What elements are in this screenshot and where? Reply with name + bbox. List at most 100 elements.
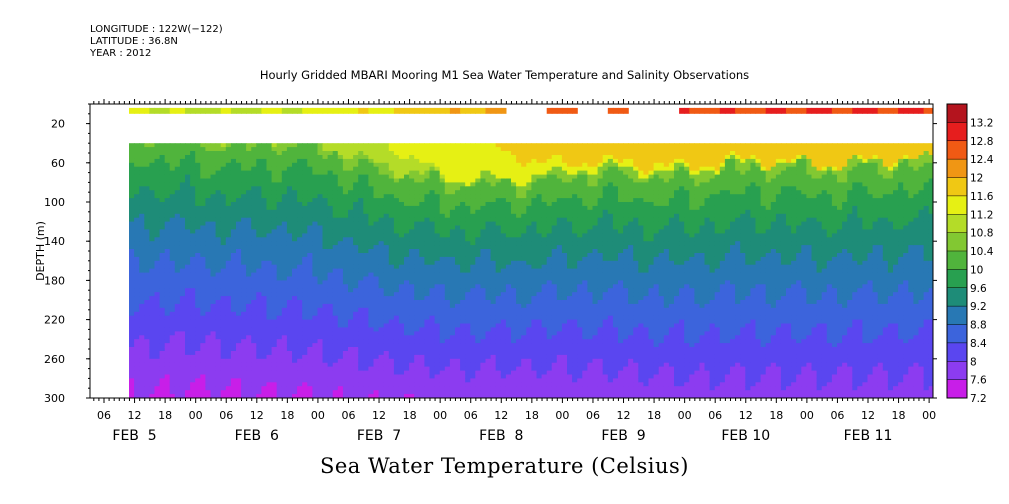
heatmap-cell [465, 253, 471, 258]
heatmap-cell [195, 233, 201, 238]
heatmap-cell [169, 233, 176, 238]
heatmap-cell [419, 366, 425, 372]
heatmap-cell [444, 190, 451, 195]
heatmap-cell [511, 241, 517, 246]
heatmap-cell [154, 151, 161, 156]
heatmap-cell [455, 260, 461, 266]
heatmap-cell [129, 382, 135, 387]
heatmap-cell [205, 394, 212, 398]
heatmap-cell [266, 202, 273, 207]
heatmap-cell [511, 245, 517, 250]
heatmap-cell [465, 351, 471, 356]
heatmap-cell [373, 272, 380, 278]
heatmap-cell [139, 288, 145, 293]
heatmap-cell [149, 382, 156, 387]
heatmap-cell [241, 202, 247, 207]
heatmap-cell [470, 303, 476, 309]
heatmap-cell [297, 174, 303, 180]
heatmap-cell [134, 162, 140, 168]
heatmap-cell [419, 186, 425, 191]
heatmap-cell [368, 370, 375, 376]
heatmap-cell [271, 315, 278, 321]
heatmap-cell [179, 264, 186, 270]
heatmap-cell [225, 256, 232, 262]
heatmap-cell [485, 241, 492, 246]
heatmap-cell [393, 213, 400, 219]
heatmap-cell [139, 241, 145, 246]
heatmap-cell [159, 362, 166, 368]
heatmap-cell [266, 166, 273, 172]
heatmap-cell [490, 237, 497, 242]
heatmap-cell [409, 311, 415, 317]
heatmap-cell [373, 217, 380, 223]
heatmap-cell [455, 178, 461, 183]
heatmap-cell [353, 366, 359, 372]
heatmap-cell [266, 158, 273, 164]
heatmap-cell [297, 147, 303, 152]
heatmap-cell [230, 151, 237, 156]
heatmap-cell [419, 158, 425, 164]
heatmap-cell [495, 335, 502, 340]
heatmap-cell [368, 143, 375, 148]
heatmap-cell [424, 245, 431, 250]
heatmap-cell [129, 327, 135, 332]
heatmap-cell [348, 394, 354, 398]
heatmap-cell [200, 205, 206, 211]
heatmap-cell [404, 339, 410, 344]
heatmap-cell [220, 221, 227, 227]
heatmap-cell [246, 307, 252, 313]
heatmap-cell [505, 300, 512, 305]
heatmap-cell [200, 182, 206, 187]
heatmap-cell [210, 260, 217, 266]
heatmap-cell [251, 354, 257, 360]
heatmap-cell [322, 362, 329, 368]
heatmap-cell [134, 151, 140, 156]
heatmap-cell [134, 296, 140, 301]
heatmap-cell [195, 256, 201, 262]
heatmap-cell [368, 209, 375, 215]
heatmap-cell [307, 202, 313, 207]
heatmap-cell [398, 315, 405, 321]
heatmap-cell [322, 237, 329, 242]
heatmap-cell [424, 186, 431, 191]
heatmap-cell [256, 233, 262, 238]
heatmap-cell [139, 233, 145, 238]
heatmap-cell [302, 370, 308, 376]
heatmap-cell [134, 245, 140, 250]
heatmap-cell [470, 158, 476, 164]
heatmap-cell [261, 339, 268, 344]
heatmap-cell [378, 303, 385, 309]
heatmap-cell [373, 225, 380, 230]
heatmap-cell [241, 221, 247, 227]
heatmap-cell [236, 151, 242, 156]
heatmap-cell [455, 382, 461, 387]
heatmap-cell [465, 182, 471, 187]
heatmap-cell [276, 370, 283, 376]
heatmap-cell [256, 186, 262, 191]
heatmap-cell [322, 158, 329, 164]
heatmap-cell [470, 331, 476, 336]
heatmap-cell [266, 378, 273, 383]
heatmap-cell [363, 284, 369, 289]
heatmap-cell [490, 288, 497, 293]
heatmap-cell [134, 268, 140, 274]
heatmap-cell [348, 174, 354, 180]
heatmap-cell [251, 178, 257, 183]
heatmap-cell [149, 225, 156, 230]
heatmap-cell [251, 394, 257, 398]
heatmap-cell [139, 155, 145, 160]
heatmap-cell [164, 151, 171, 156]
heatmap-cell [266, 327, 273, 332]
heatmap-cell [297, 370, 303, 376]
heatmap-cell [429, 374, 436, 379]
heatmap-cell [383, 272, 390, 278]
heatmap-cell [230, 217, 237, 223]
heatmap-cell [327, 339, 334, 344]
heatmap-cell [409, 202, 415, 207]
heatmap-cell [358, 323, 364, 328]
heatmap-cell [388, 311, 395, 317]
heatmap-cell [419, 245, 425, 250]
heatmap-cell [190, 143, 196, 148]
heatmap-cell [485, 378, 492, 383]
heatmap-cell [342, 296, 349, 301]
